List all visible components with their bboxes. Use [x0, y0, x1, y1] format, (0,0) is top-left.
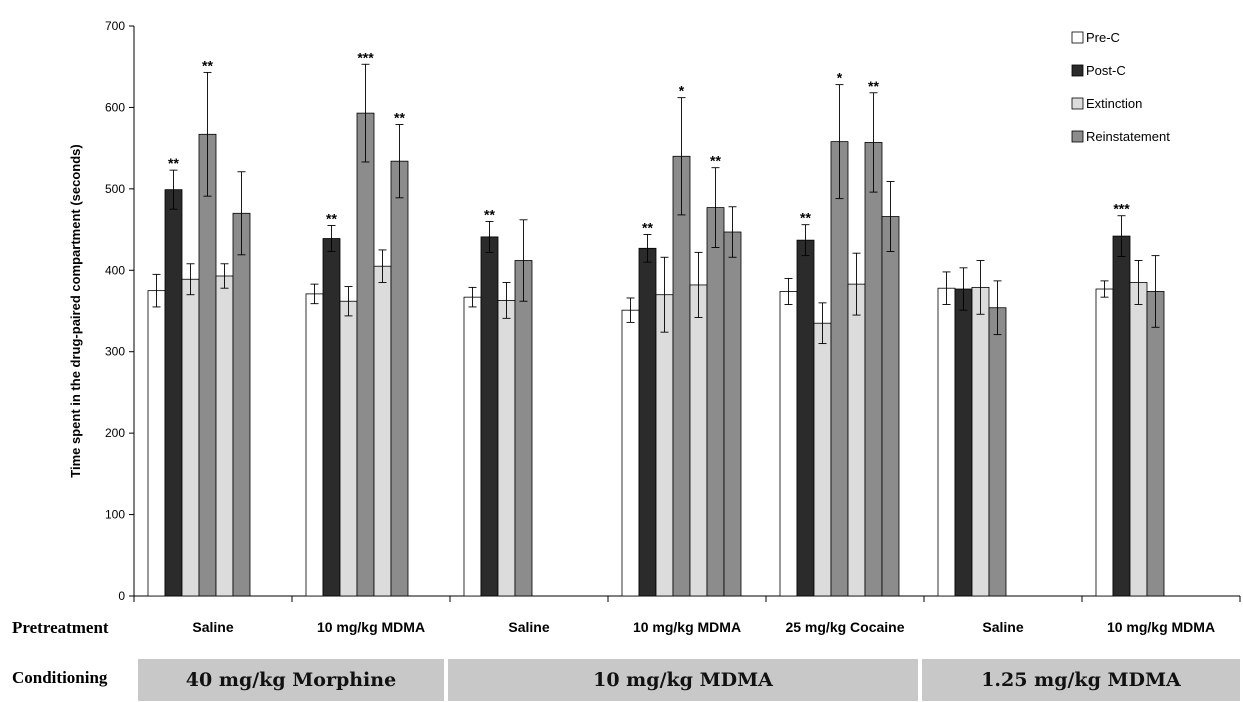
x-category-label: 10 mg/kg MDMA [317, 619, 425, 635]
bar [339, 300, 358, 597]
x-category-label: 10 mg/kg MDMA [1107, 619, 1215, 635]
bar [621, 309, 640, 597]
x-category-label: Saline [192, 619, 233, 635]
bar [480, 236, 499, 597]
bar [796, 239, 815, 597]
conditioning-group-morphine: 40 mg/kg Morphine [138, 659, 444, 701]
bar [356, 112, 375, 597]
legend-label: Reinstatement [1086, 129, 1170, 144]
legend-swatch [1071, 64, 1084, 77]
legend-swatch [1071, 31, 1084, 44]
significance-label: *** [357, 49, 374, 65]
bar [1129, 282, 1148, 597]
conditioning-group-label: 40 mg/kg Morphine [185, 669, 397, 691]
x-category-label: Saline [982, 619, 1023, 635]
y-tick-label: 0 [118, 589, 125, 603]
y-axis-label: Time spent in the drug-paired compartmen… [68, 144, 83, 477]
bar [830, 141, 849, 597]
significance-label: ** [710, 153, 721, 169]
significance-label: * [837, 70, 843, 86]
y-tick-label: 700 [105, 19, 125, 33]
conditioning-row-label: Conditioning [12, 668, 108, 687]
bar [497, 300, 516, 597]
y-tick-label: 600 [105, 100, 125, 114]
x-category-label: 25 mg/kg Cocaine [785, 619, 904, 635]
bar [954, 288, 973, 597]
conditioning-group-label: 10 mg/kg MDMA [593, 669, 773, 691]
bar [164, 189, 183, 597]
y-tick-label: 200 [105, 426, 125, 440]
y-tick-label: 400 [105, 263, 125, 277]
bar [1112, 235, 1131, 597]
significance-label: ** [868, 78, 879, 94]
legend-label: Post-C [1086, 63, 1126, 78]
bar [1095, 288, 1114, 597]
bar [390, 160, 409, 597]
bar [689, 284, 708, 597]
significance-label: ** [326, 211, 337, 227]
bar [463, 296, 482, 597]
bar [672, 155, 691, 597]
bar [147, 290, 166, 597]
bar [373, 265, 392, 597]
significance-label: ** [168, 155, 179, 171]
legend-swatch [1071, 130, 1084, 143]
conditioning-group-mdma-1-25: 1.25 mg/kg MDMA [922, 659, 1240, 701]
legend-label: Extinction [1086, 96, 1142, 111]
significance-label: ** [202, 57, 213, 73]
bar [937, 287, 956, 597]
pretreatment-row-label: Pretreatment [12, 618, 109, 637]
y-tick-label: 300 [105, 345, 125, 359]
conditioning-group-mdma-10: 10 mg/kg MDMA [448, 659, 918, 701]
legend-swatch [1071, 97, 1084, 110]
significance-label: *** [1113, 201, 1130, 217]
bar [779, 291, 798, 597]
bar [847, 283, 866, 597]
bar [813, 322, 832, 597]
bar [706, 207, 725, 597]
bar [881, 216, 900, 597]
bar [232, 212, 251, 597]
bar [514, 260, 533, 597]
y-tick-label: 500 [105, 182, 125, 196]
significance-label: ** [484, 206, 495, 222]
bar [988, 307, 1007, 597]
bar [638, 247, 657, 597]
x-category-label: Saline [508, 619, 549, 635]
bar [322, 238, 341, 597]
x-category-label: 10 mg/kg MDMA [633, 619, 741, 635]
significance-label: * [679, 83, 685, 99]
bar [181, 278, 200, 597]
bar [215, 275, 234, 597]
legend-label: Pre-C [1086, 30, 1120, 45]
bar [864, 142, 883, 597]
bar [305, 293, 324, 597]
conditioning-group-label: 1.25 mg/kg MDMA [981, 669, 1181, 691]
bar [971, 286, 990, 597]
significance-label: ** [394, 110, 405, 126]
significance-label: ** [642, 219, 653, 235]
y-tick-label: 100 [105, 508, 125, 522]
bar [723, 231, 742, 597]
bar [198, 133, 217, 597]
bar [655, 294, 674, 597]
bar [1146, 291, 1165, 597]
significance-label: ** [800, 210, 811, 226]
